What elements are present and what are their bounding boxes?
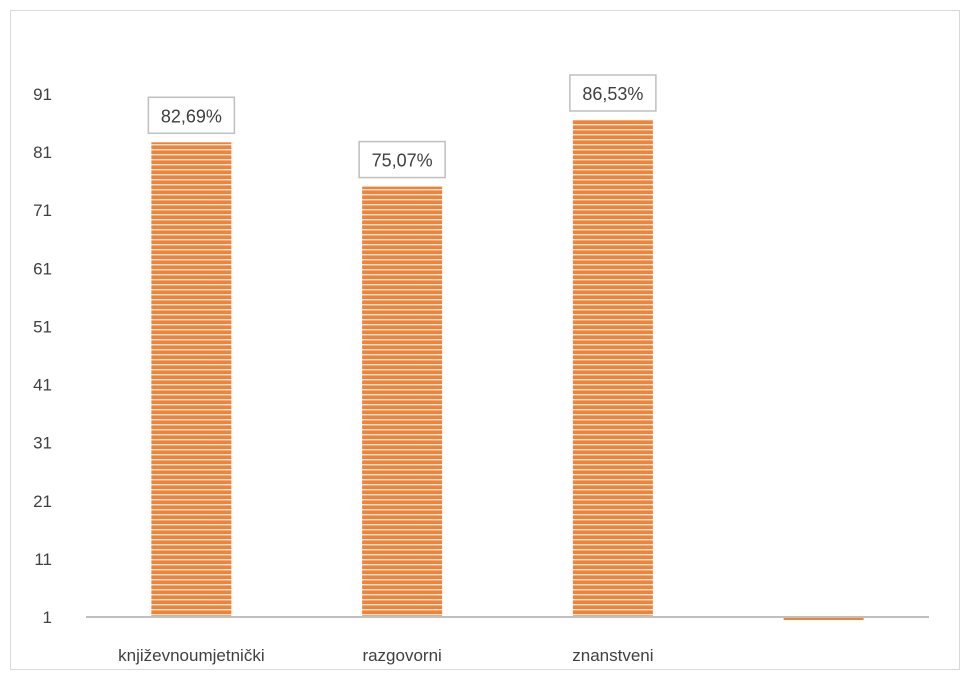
data-label-text: 75,07% — [372, 151, 433, 171]
data-label: 86,53% — [569, 74, 657, 112]
chart-area: 91 81 71 61 51 41 31 21 11 1 82,69% 75,07% 86,53% k… — [10, 10, 960, 670]
y-tick-label: 41 — [33, 376, 52, 395]
data-label-box — [358, 140, 446, 179]
data-label-box — [147, 96, 236, 135]
category-label: književnoumjetnički — [118, 646, 264, 665]
data-labels: 82,69% 75,07% 86,53% — [147, 74, 657, 179]
data-label: 75,07% — [358, 140, 446, 179]
y-tick-label: 91 — [33, 85, 52, 104]
category-labels: književnoumjetnički razgovorni znanstveni — [118, 646, 653, 665]
category-label: razgovorni — [362, 646, 441, 665]
bar — [783, 618, 864, 620]
y-tick-label: 11 — [34, 550, 52, 569]
y-tick-label: 71 — [33, 201, 52, 220]
bar — [362, 186, 443, 618]
y-tick-label: 51 — [33, 317, 52, 336]
data-label-box — [569, 74, 657, 112]
y-tick-label: 1 — [43, 608, 52, 627]
bar — [151, 142, 232, 617]
bars — [151, 119, 864, 620]
data-label: 82,69% — [147, 96, 236, 135]
category-label: znanstveni — [572, 646, 653, 665]
bar — [572, 119, 653, 617]
y-tick-label: 81 — [33, 143, 52, 162]
y-tick-label: 31 — [33, 434, 52, 453]
data-label-text: 82,69% — [161, 106, 222, 126]
y-tick-label: 21 — [33, 492, 52, 511]
data-label-text: 86,53% — [582, 84, 643, 104]
y-tick-label: 61 — [33, 259, 52, 278]
